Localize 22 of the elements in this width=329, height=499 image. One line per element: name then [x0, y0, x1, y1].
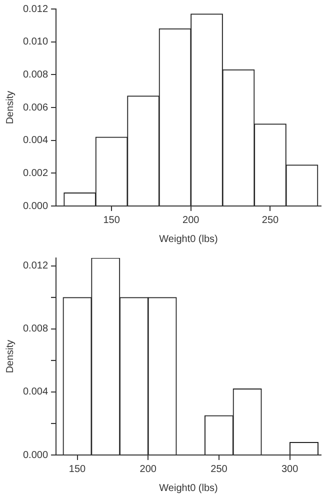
y-tick-label: 0.012 — [22, 4, 48, 15]
y-tick-label: 0.000 — [22, 200, 48, 212]
y-tick-label: 0.006 — [22, 102, 48, 114]
x-axis-title: Weight0 (lbs) — [159, 482, 218, 494]
x-tick-label: 150 — [103, 214, 120, 226]
x-tick-label: 250 — [262, 214, 280, 226]
y-tick-label: 0.010 — [22, 36, 48, 48]
y-tick-label: 0.000 — [22, 450, 48, 461]
x-tick-label: 200 — [182, 214, 200, 226]
y-tick-label: 0.004 — [22, 386, 48, 398]
y-tick-label: 0.008 — [22, 69, 48, 80]
y-tick-label: 0.002 — [22, 168, 48, 179]
x-tick-label: 200 — [140, 464, 157, 475]
y-axis-title: Density — [4, 90, 16, 124]
y-tick-label: 0.008 — [22, 324, 48, 335]
x-axis-title: Weight0 (lbs) — [159, 234, 218, 245]
x-tick-label: 300 — [281, 464, 299, 475]
y-axis-title: Density — [4, 340, 16, 374]
y-tick-label: 0.012 — [22, 260, 48, 272]
y-tick-label: 0.004 — [22, 135, 48, 146]
x-tick-label: 250 — [210, 464, 228, 475]
x-tick-label: 150 — [68, 464, 86, 475]
